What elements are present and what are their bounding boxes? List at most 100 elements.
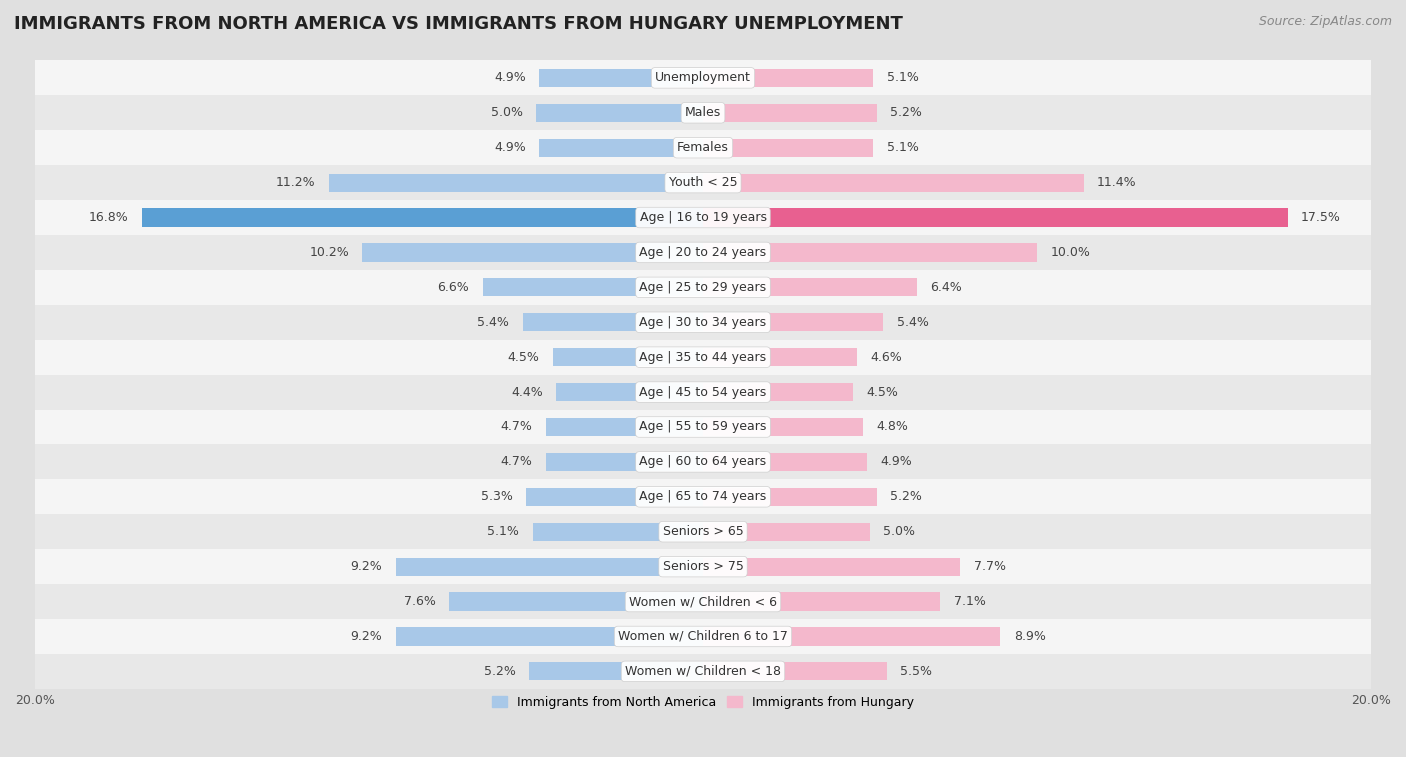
Bar xyxy=(35,514,1371,549)
Bar xyxy=(523,313,703,332)
Text: 5.0%: 5.0% xyxy=(883,525,915,538)
Bar xyxy=(35,654,1371,689)
Bar xyxy=(703,173,1084,192)
Text: 5.0%: 5.0% xyxy=(491,106,523,120)
Text: Seniors > 65: Seniors > 65 xyxy=(662,525,744,538)
Text: 5.2%: 5.2% xyxy=(890,106,922,120)
Bar xyxy=(35,479,1371,514)
Bar xyxy=(703,139,873,157)
Bar xyxy=(395,628,703,646)
Text: 5.2%: 5.2% xyxy=(890,491,922,503)
Bar xyxy=(526,488,703,506)
Legend: Immigrants from North America, Immigrants from Hungary: Immigrants from North America, Immigrant… xyxy=(488,691,918,714)
Text: 7.6%: 7.6% xyxy=(404,595,436,608)
Text: 5.2%: 5.2% xyxy=(484,665,516,678)
Bar xyxy=(546,453,703,471)
Text: 5.3%: 5.3% xyxy=(481,491,513,503)
Bar xyxy=(35,375,1371,410)
Text: Age | 45 to 54 years: Age | 45 to 54 years xyxy=(640,385,766,399)
Bar xyxy=(142,208,703,226)
Text: 17.5%: 17.5% xyxy=(1301,211,1341,224)
Text: 5.5%: 5.5% xyxy=(900,665,932,678)
Text: Youth < 25: Youth < 25 xyxy=(669,176,737,189)
Bar xyxy=(703,243,1038,261)
Bar xyxy=(703,279,917,297)
Text: 8.9%: 8.9% xyxy=(1014,630,1046,643)
Text: 5.1%: 5.1% xyxy=(887,142,918,154)
Text: 9.2%: 9.2% xyxy=(350,630,382,643)
Bar xyxy=(35,165,1371,200)
Bar xyxy=(35,584,1371,619)
Bar xyxy=(540,139,703,157)
Bar xyxy=(555,383,703,401)
Text: Age | 25 to 29 years: Age | 25 to 29 years xyxy=(640,281,766,294)
Bar xyxy=(703,104,877,122)
Bar xyxy=(703,69,873,87)
Bar xyxy=(35,130,1371,165)
Bar xyxy=(703,383,853,401)
Bar xyxy=(703,313,883,332)
Bar xyxy=(482,279,703,297)
Bar xyxy=(703,418,863,436)
Text: 7.1%: 7.1% xyxy=(953,595,986,608)
Text: 4.4%: 4.4% xyxy=(510,385,543,399)
Text: 6.6%: 6.6% xyxy=(437,281,470,294)
Text: Seniors > 75: Seniors > 75 xyxy=(662,560,744,573)
Bar xyxy=(703,522,870,540)
Bar xyxy=(35,305,1371,340)
Text: 10.0%: 10.0% xyxy=(1050,246,1090,259)
Text: Women w/ Children 6 to 17: Women w/ Children 6 to 17 xyxy=(619,630,787,643)
Text: Age | 16 to 19 years: Age | 16 to 19 years xyxy=(640,211,766,224)
Text: 5.4%: 5.4% xyxy=(478,316,509,329)
Text: Age | 35 to 44 years: Age | 35 to 44 years xyxy=(640,350,766,363)
Text: 6.4%: 6.4% xyxy=(931,281,962,294)
Bar xyxy=(35,95,1371,130)
Text: Age | 60 to 64 years: Age | 60 to 64 years xyxy=(640,456,766,469)
Text: Age | 20 to 24 years: Age | 20 to 24 years xyxy=(640,246,766,259)
Bar xyxy=(703,593,941,611)
Bar xyxy=(35,410,1371,444)
Text: 7.7%: 7.7% xyxy=(973,560,1005,573)
Text: 4.5%: 4.5% xyxy=(508,350,540,363)
Bar xyxy=(35,235,1371,270)
Text: 5.1%: 5.1% xyxy=(887,71,918,84)
Text: Age | 30 to 34 years: Age | 30 to 34 years xyxy=(640,316,766,329)
Text: Source: ZipAtlas.com: Source: ZipAtlas.com xyxy=(1258,15,1392,28)
Bar xyxy=(553,348,703,366)
Bar xyxy=(536,104,703,122)
Bar xyxy=(540,69,703,87)
Bar xyxy=(449,593,703,611)
Bar xyxy=(533,522,703,540)
Bar xyxy=(703,453,866,471)
Bar xyxy=(703,208,1288,226)
Bar xyxy=(35,619,1371,654)
Text: Women w/ Children < 6: Women w/ Children < 6 xyxy=(628,595,778,608)
Bar xyxy=(35,549,1371,584)
Text: 4.8%: 4.8% xyxy=(877,420,908,434)
Text: Males: Males xyxy=(685,106,721,120)
Bar xyxy=(703,558,960,576)
Text: Women w/ Children < 18: Women w/ Children < 18 xyxy=(626,665,780,678)
Text: Unemployment: Unemployment xyxy=(655,71,751,84)
Text: 4.9%: 4.9% xyxy=(495,71,526,84)
Bar xyxy=(546,418,703,436)
Bar xyxy=(35,444,1371,479)
Text: 11.4%: 11.4% xyxy=(1097,176,1137,189)
Text: Females: Females xyxy=(678,142,728,154)
Text: 11.2%: 11.2% xyxy=(276,176,315,189)
Bar xyxy=(529,662,703,681)
Text: Age | 55 to 59 years: Age | 55 to 59 years xyxy=(640,420,766,434)
Text: 4.9%: 4.9% xyxy=(880,456,911,469)
Text: 5.4%: 5.4% xyxy=(897,316,928,329)
Text: Age | 65 to 74 years: Age | 65 to 74 years xyxy=(640,491,766,503)
Text: 4.7%: 4.7% xyxy=(501,456,533,469)
Text: 9.2%: 9.2% xyxy=(350,560,382,573)
Bar xyxy=(703,488,877,506)
Bar xyxy=(35,340,1371,375)
Text: 5.1%: 5.1% xyxy=(488,525,519,538)
Text: 4.5%: 4.5% xyxy=(866,385,898,399)
Text: 4.7%: 4.7% xyxy=(501,420,533,434)
Bar xyxy=(703,628,1000,646)
Text: 4.6%: 4.6% xyxy=(870,350,901,363)
Bar xyxy=(363,243,703,261)
